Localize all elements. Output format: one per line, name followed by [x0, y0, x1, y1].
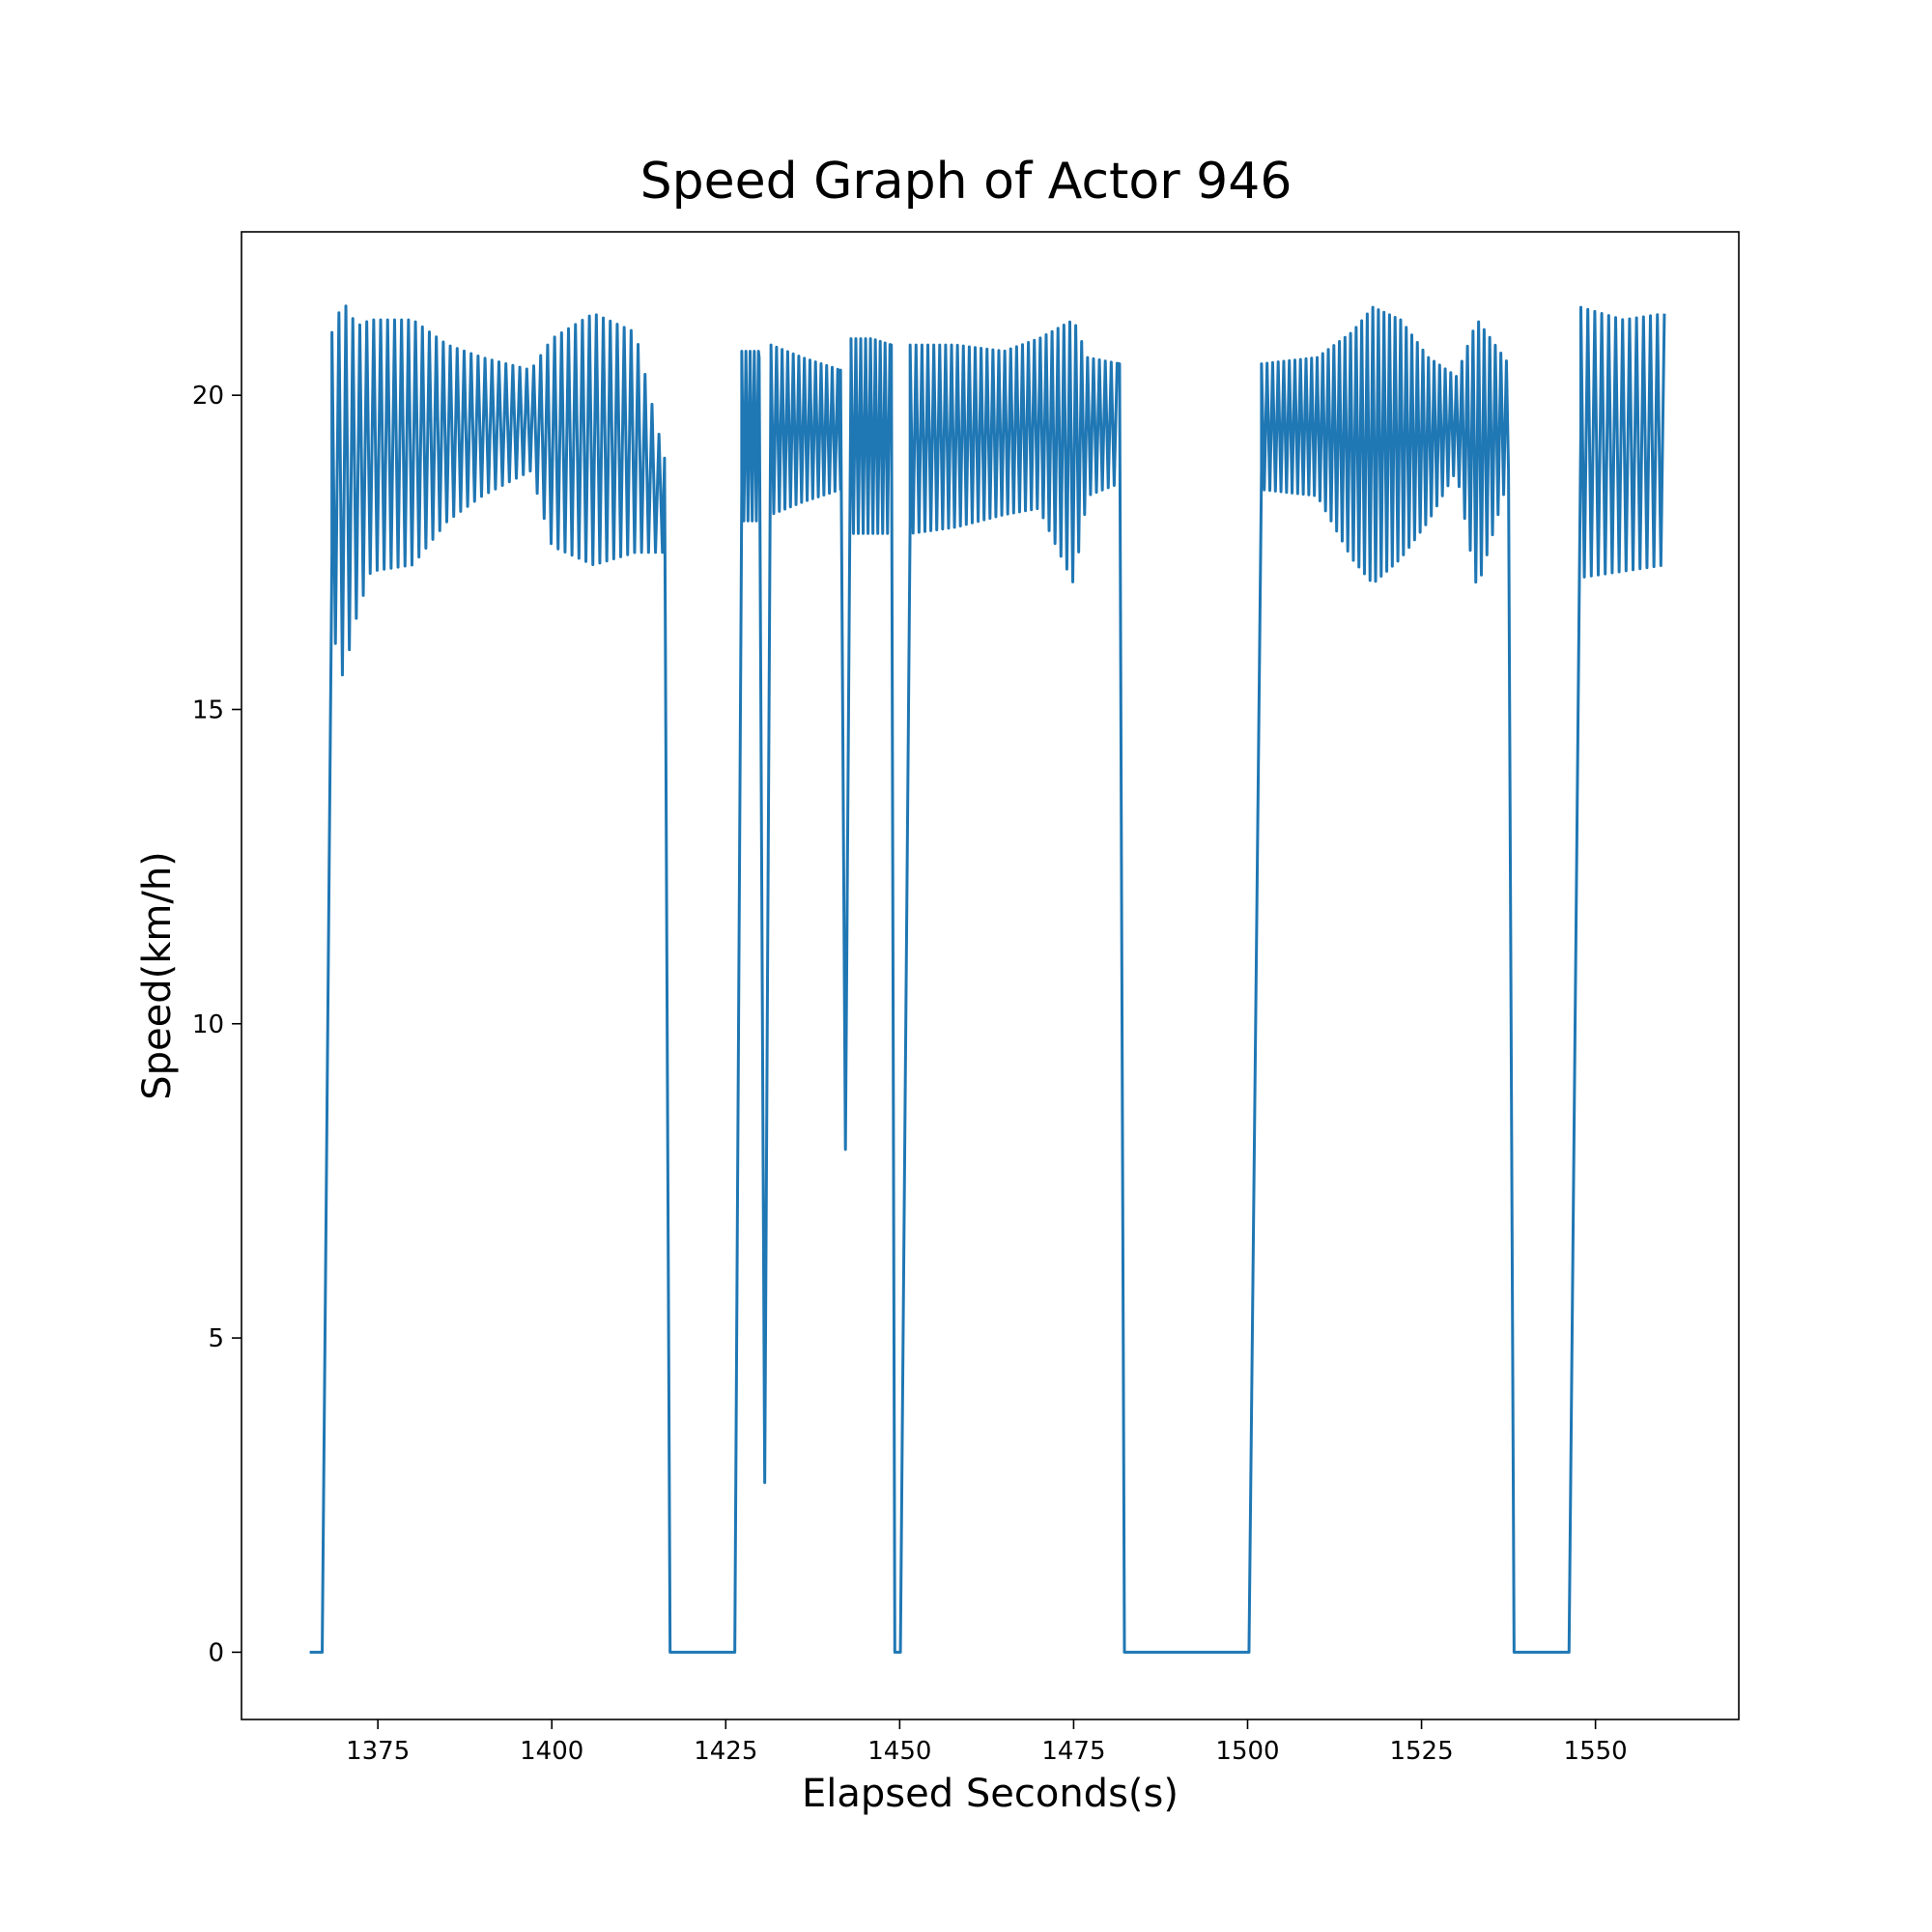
x-tick-label: 1375	[346, 1737, 410, 1766]
y-tick-label: 5	[208, 1324, 224, 1353]
y-axis-ticks: 0 5 10 15 20	[192, 382, 242, 1667]
y-tick-label: 0	[208, 1638, 224, 1667]
x-tick-label: 1550	[1564, 1737, 1628, 1766]
y-tick-label: 10	[192, 1010, 224, 1039]
y-tick-label: 20	[192, 382, 224, 411]
x-axis-ticks: 1375 1400 1425 1450 1475 1500 1525 1550	[346, 1719, 1628, 1766]
plot-frame	[241, 231, 1740, 1720]
x-tick-label: 1500	[1215, 1737, 1279, 1766]
x-tick-label: 1400	[520, 1737, 583, 1766]
speed-series-line	[309, 304, 1666, 1654]
x-tick-label: 1525	[1389, 1737, 1453, 1766]
chart-title: Speed Graph of Actor 946	[640, 153, 1293, 211]
x-tick-label: 1450	[867, 1737, 931, 1766]
y-tick-label: 15	[192, 696, 224, 724]
x-tick-label: 1425	[694, 1737, 757, 1766]
x-axis-label: Elapsed Seconds(s)	[802, 1772, 1179, 1816]
x-tick-label: 1475	[1041, 1737, 1105, 1766]
plot-area	[309, 304, 1666, 1654]
y-axis-label: Speed(km/h)	[135, 851, 180, 1100]
